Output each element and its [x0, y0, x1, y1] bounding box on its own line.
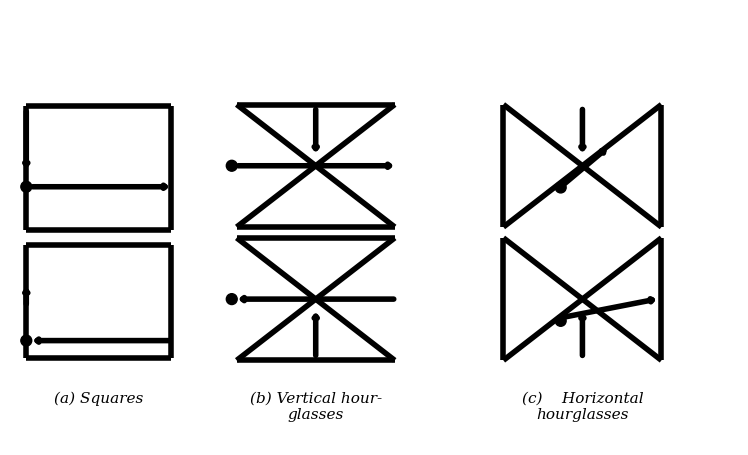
Circle shape: [555, 316, 566, 327]
Circle shape: [21, 182, 31, 193]
Circle shape: [227, 161, 237, 172]
Text: (c)    Horizontal
hourglasses: (c) Horizontal hourglasses: [521, 391, 643, 421]
Text: (b) Vertical hour-
glasses: (b) Vertical hour- glasses: [250, 391, 381, 421]
Circle shape: [555, 182, 566, 193]
Circle shape: [21, 335, 31, 346]
Text: (a) Squares: (a) Squares: [54, 391, 143, 405]
Circle shape: [227, 294, 237, 305]
